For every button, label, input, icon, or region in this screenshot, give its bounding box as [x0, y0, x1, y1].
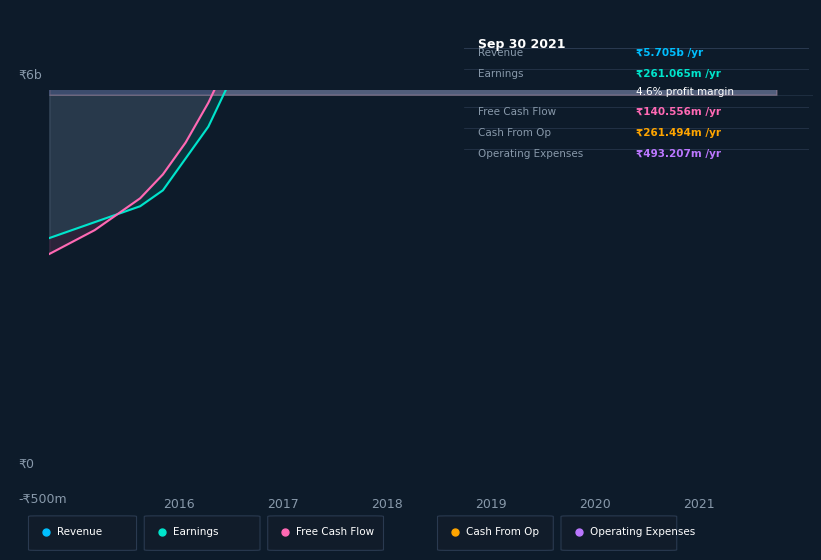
Text: ₹493.207m /yr: ₹493.207m /yr	[636, 149, 722, 159]
Text: Earnings: Earnings	[172, 527, 218, 537]
Text: Cash From Op: Cash From Op	[478, 128, 551, 138]
Text: Sep 30 2021: Sep 30 2021	[478, 38, 565, 50]
Text: Revenue: Revenue	[478, 49, 523, 58]
FancyBboxPatch shape	[561, 516, 677, 550]
FancyBboxPatch shape	[268, 516, 383, 550]
Text: ₹261.494m /yr: ₹261.494m /yr	[636, 128, 722, 138]
Text: ₹6b: ₹6b	[19, 68, 43, 82]
Text: ₹140.556m /yr: ₹140.556m /yr	[636, 108, 722, 118]
Text: -₹500m: -₹500m	[19, 493, 67, 506]
Text: 4.6% profit margin: 4.6% profit margin	[636, 87, 734, 97]
Text: Free Cash Flow: Free Cash Flow	[296, 527, 374, 537]
Text: Operating Expenses: Operating Expenses	[478, 149, 583, 159]
Text: Earnings: Earnings	[478, 69, 523, 80]
Text: Revenue: Revenue	[57, 527, 102, 537]
FancyBboxPatch shape	[438, 516, 553, 550]
FancyBboxPatch shape	[29, 516, 136, 550]
Text: Free Cash Flow: Free Cash Flow	[478, 108, 556, 118]
FancyBboxPatch shape	[144, 516, 260, 550]
Text: Operating Expenses: Operating Expenses	[589, 527, 695, 537]
Text: ₹0: ₹0	[19, 458, 34, 470]
Text: ₹261.065m /yr: ₹261.065m /yr	[636, 69, 721, 80]
Text: ₹5.705b /yr: ₹5.705b /yr	[636, 49, 704, 58]
Text: Cash From Op: Cash From Op	[466, 527, 539, 537]
